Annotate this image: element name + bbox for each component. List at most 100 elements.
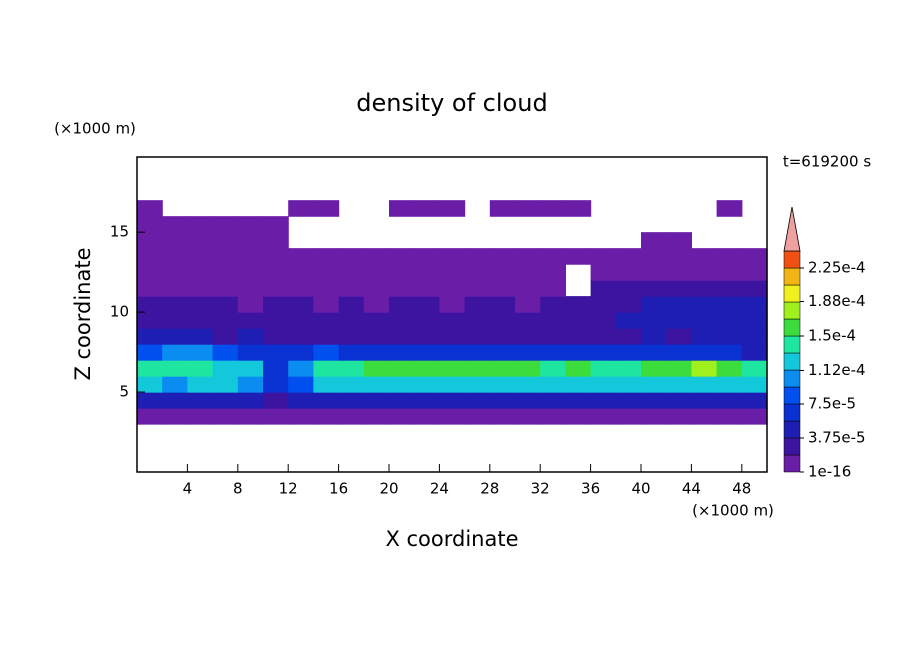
contour-cell — [741, 312, 768, 329]
contour-cell — [313, 376, 340, 393]
contour-cell — [615, 312, 642, 329]
contour-cell — [263, 216, 289, 233]
contour-cell — [237, 216, 264, 233]
contour-cell — [515, 200, 541, 217]
contour-cell — [515, 392, 541, 409]
contour-cell — [137, 312, 163, 329]
contour-cell — [162, 408, 188, 425]
contour-cell — [615, 360, 642, 377]
contour-cell — [641, 392, 667, 409]
contour-cell — [187, 280, 214, 297]
contour-cell — [237, 248, 264, 265]
contour-cell — [263, 312, 289, 329]
contour-cell — [666, 392, 692, 409]
contour-cell — [414, 296, 440, 313]
contour-cell — [464, 360, 491, 377]
contour-cell — [162, 296, 188, 313]
contour-cell — [263, 264, 289, 281]
contour-cell — [691, 248, 718, 265]
contour-cell — [263, 232, 289, 249]
contour-cell — [540, 280, 566, 297]
contour-cell — [439, 200, 466, 217]
contour-cell — [464, 280, 491, 297]
contour-cell — [666, 344, 692, 361]
contour-cell — [439, 360, 466, 377]
x-tick-label: 8 — [233, 480, 243, 498]
contour-cell — [540, 376, 566, 393]
colorbar-band — [783, 267, 801, 286]
contour-cell — [716, 248, 743, 265]
contour-cell — [137, 296, 163, 313]
contour-cell — [641, 280, 667, 297]
contour-cell — [590, 376, 617, 393]
contour-cell — [464, 344, 491, 361]
contour-cell — [439, 248, 466, 265]
contour-cell — [313, 360, 340, 377]
colorbar-band — [783, 369, 801, 388]
contour-cell — [464, 312, 491, 329]
contour-cell — [338, 408, 365, 425]
contour-cell — [288, 392, 314, 409]
contour-cell — [288, 328, 314, 345]
chart-title: density of cloud — [356, 89, 547, 117]
contour-cell — [389, 200, 415, 217]
contour-cell — [741, 392, 768, 409]
contour-cell — [515, 280, 541, 297]
x-tick-label: 48 — [732, 480, 751, 498]
contour-cell — [389, 312, 415, 329]
contour-cell — [137, 200, 163, 217]
contour-cell — [162, 312, 188, 329]
contour-cell — [590, 392, 617, 409]
contour-cell — [641, 344, 667, 361]
contour-cell — [641, 312, 667, 329]
contour-cell — [641, 328, 667, 345]
contour-cell — [565, 408, 592, 425]
contour-cell — [389, 408, 415, 425]
contour-cell — [716, 392, 743, 409]
contour-cell — [464, 328, 491, 345]
y-axis-label: Z coordinate — [71, 247, 95, 380]
contour-cell — [389, 392, 415, 409]
contour-cell — [414, 344, 440, 361]
contour-cell — [187, 232, 214, 249]
x-tick-label: 36 — [581, 480, 600, 498]
contour-cell — [212, 392, 239, 409]
contour-cell — [137, 360, 163, 377]
contour-cell — [263, 328, 289, 345]
contour-cell — [489, 408, 516, 425]
contour-cell — [162, 216, 188, 233]
contour-cell — [666, 296, 692, 313]
contour-cell — [515, 248, 541, 265]
contour-cell — [666, 360, 692, 377]
colorbar-tick-label: 1e-16 — [808, 463, 851, 481]
contour-cell — [162, 392, 188, 409]
x-tick-label: 4 — [183, 480, 193, 498]
colorbar-extension — [783, 206, 801, 252]
contour-cell — [615, 376, 642, 393]
colorbar-tick-label: 7.5e-5 — [808, 395, 856, 413]
contour-cell — [439, 328, 466, 345]
contour-cell — [187, 328, 214, 345]
contour-cell — [313, 328, 340, 345]
contour-cell — [212, 376, 239, 393]
contour-cell — [187, 312, 214, 329]
contour-cell — [338, 376, 365, 393]
contour-cell — [212, 296, 239, 313]
contour-cell — [338, 328, 365, 345]
contour-cell — [464, 296, 491, 313]
contour-cell — [691, 280, 718, 297]
contour-cell — [515, 328, 541, 345]
contour-cell — [237, 264, 264, 281]
y-tick-label: 5 — [119, 383, 129, 401]
contour-cell — [338, 264, 365, 281]
contour-cell — [187, 216, 214, 233]
contour-cell — [666, 248, 692, 265]
contour-cell — [263, 248, 289, 265]
contour-cell — [641, 376, 667, 393]
contour-cell — [716, 360, 743, 377]
contour-cell — [363, 248, 390, 265]
contour-cell — [187, 248, 214, 265]
contour-cell — [414, 376, 440, 393]
contour-cell — [237, 328, 264, 345]
contour-cell — [137, 248, 163, 265]
